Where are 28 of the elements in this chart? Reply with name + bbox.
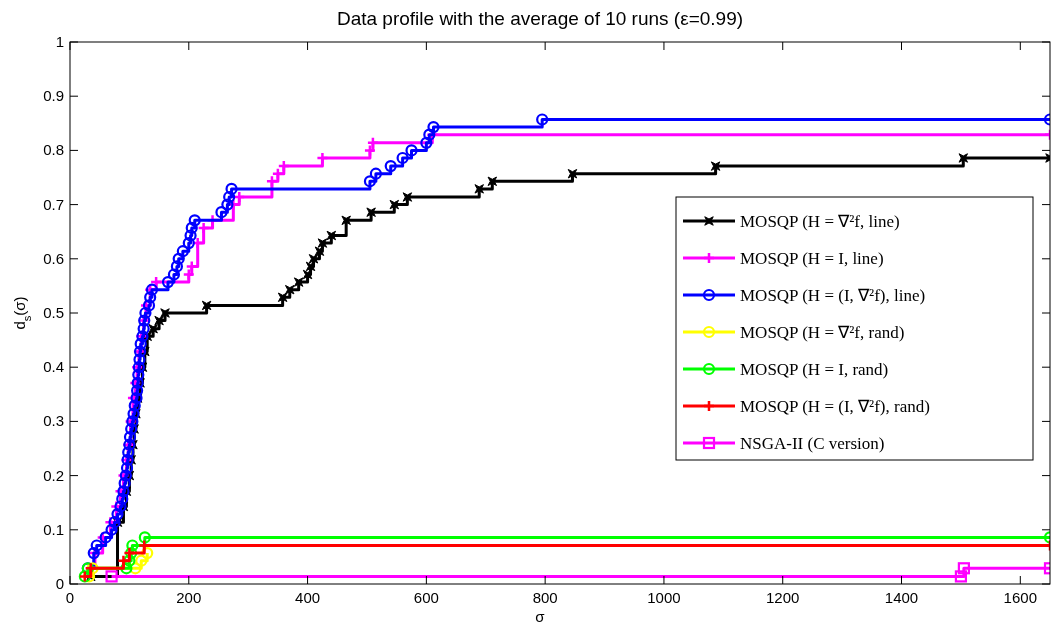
legend-label: MOSQP (H = I, line) <box>740 249 884 268</box>
legend-label: MOSQP (H = ∇²f, line) <box>740 212 900 231</box>
y-tick-label: 0 <box>55 575 64 592</box>
y-tick-label: 0.4 <box>43 358 64 376</box>
x-tick-label: 1200 <box>766 589 800 606</box>
y-tick-label: 0.8 <box>43 141 64 159</box>
y-tick-label: 0.5 <box>43 304 64 321</box>
x-tick-label: 1600 <box>1003 589 1037 606</box>
x-tick-label: 400 <box>295 589 321 606</box>
y-tick-label: 0.2 <box>43 466 64 484</box>
chart-title: Data profile with the average of 10 runs (ε=0.99) <box>336 8 744 29</box>
legend-label: MOSQP (H = (I, ∇²f), line) <box>740 286 926 305</box>
x-tick-label: 200 <box>176 589 202 606</box>
y-tick-label: 0.6 <box>43 249 64 267</box>
x-tick-label: 600 <box>413 589 439 606</box>
legend-label: MOSQP (H = (I, ∇²f), rand) <box>740 397 930 416</box>
y-tick-label: 0.9 <box>43 87 64 105</box>
x-tick-label: 1400 <box>884 589 919 606</box>
y-tick-label: 0.7 <box>43 195 64 213</box>
y-tick-label: 0.3 <box>43 412 64 430</box>
x-tick-label: 1000 <box>647 589 681 606</box>
legend-label: NSGA-II (C version) <box>740 434 885 453</box>
x-axis-title: σ <box>535 608 546 625</box>
y-tick-label: 1 <box>55 33 64 50</box>
y-tick-label: 0.1 <box>43 520 64 538</box>
x-tick-label: 800 <box>532 589 558 606</box>
legend-label: MOSQP (H = I, rand) <box>740 360 889 379</box>
legend-label: MOSQP (H = ∇²f, rand) <box>740 323 905 342</box>
